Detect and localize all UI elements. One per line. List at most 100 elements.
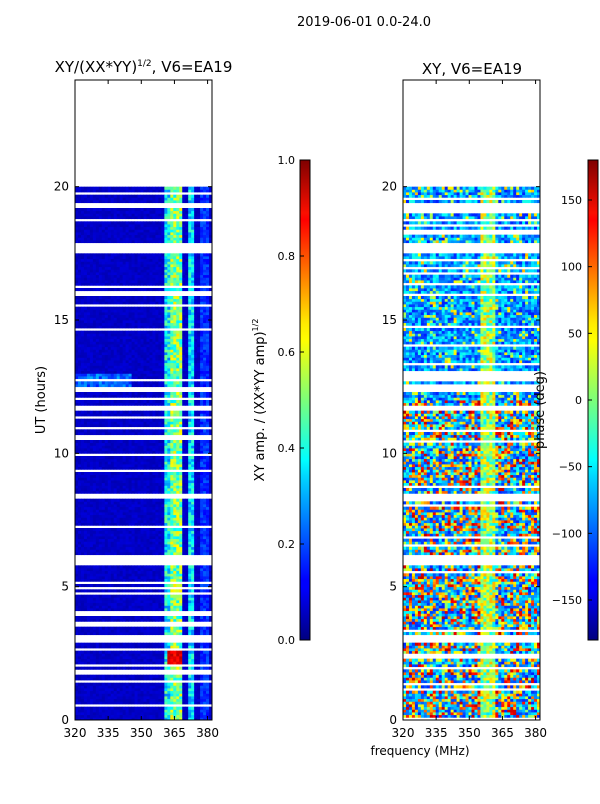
heatmap-cell [197,373,201,377]
heatmap-cell [98,392,103,396]
heatmap-cell [119,544,124,548]
heatmap-cell [89,373,94,377]
heatmap-cell [95,698,100,702]
heatmap-cell [149,410,153,414]
heatmap-cell [170,573,174,577]
heatmap-cell [95,552,100,556]
heatmap-cell [209,605,213,609]
heatmap-cell [125,602,130,606]
heatmap-cell [89,514,94,518]
heatmap-cell [92,690,97,694]
heatmap-cell [122,597,127,601]
heatmap-cell [122,344,127,348]
heatmap-cell [173,600,177,604]
heatmap-cell [188,394,192,398]
heatmap-cell [116,357,121,361]
heatmap-cell [176,357,180,361]
heatmap-cell [188,432,192,436]
heatmap-cell [173,413,177,417]
heatmap-cell [191,464,195,468]
heatmap-cell [128,530,132,534]
heatmap-cell [161,381,165,385]
heatmap-cell [77,456,82,460]
heatmap-cell [179,629,183,633]
heatmap-cell [113,685,118,689]
heatmap-cell [75,466,79,470]
heatmap-cell [107,368,112,372]
heatmap-cell [143,693,147,697]
heatmap-cell [164,360,168,364]
heatmap-cell [119,485,124,489]
heatmap-cell [155,565,159,569]
heatmap-cell [197,544,201,548]
heatmap-cell [75,445,79,449]
heatmap-cell [194,666,198,670]
heatmap-cell [158,682,162,686]
heatmap-cell [104,370,109,374]
heatmap-cell [167,477,171,481]
heatmap-cell [149,626,153,630]
heatmap-cell [131,512,135,516]
heatmap-cell [185,677,189,681]
heatmap-cell [75,629,79,633]
heatmap-cell [101,632,106,636]
heatmap-cell [83,520,88,524]
heatmap-cell [143,506,147,510]
heatmap-cell [146,714,150,718]
heatmap-cell [152,578,156,582]
heatmap-cell [206,352,210,356]
heatmap-cell [176,461,180,465]
heatmap-cell [197,568,201,572]
heatmap-cell [176,706,180,710]
heatmap-cell [83,584,88,588]
heatmap-cell [140,450,144,454]
heatmap-cell [75,464,79,468]
heatmap-cell [209,690,213,694]
heatmap-cell [194,418,198,422]
heatmap-cell [149,600,153,604]
heatmap-cell [173,514,177,518]
heatmap-cell [122,381,127,385]
heatmap-cell [176,656,180,660]
heatmap-cell [176,432,180,436]
heatmap-cell [80,698,85,702]
heatmap-cell [194,602,198,606]
heatmap-cell [170,520,174,524]
heatmap-cell [77,477,82,481]
heatmap-cell [203,717,207,721]
heatmap-cell [191,533,195,537]
heatmap-cell [200,424,204,428]
heatmap-cell [167,656,171,660]
heatmap-cell [176,568,180,572]
heatmap-cell [75,477,79,481]
heatmap-cell [116,362,121,366]
heatmap-cell [89,501,94,505]
heatmap-cell [170,629,174,633]
heatmap-cell [140,514,144,518]
heatmap-cell [80,410,85,414]
heatmap-cell [161,485,165,489]
heatmap-cell [86,357,91,361]
heatmap-cell [206,677,210,681]
heatmap-cell [194,504,198,508]
heatmap-cell [206,661,210,665]
heatmap-cell [140,568,144,572]
heatmap-cell [110,506,115,510]
heatmap-cell [143,464,147,468]
heatmap-cell [116,608,121,612]
heatmap-cell [209,653,213,657]
heatmap-cell [209,365,213,369]
heatmap-cell [107,528,112,532]
heatmap-cell [113,466,118,470]
heatmap-cell [146,632,150,636]
heatmap-cell [209,576,213,580]
heatmap-cell [197,536,201,540]
heatmap-cell [164,717,168,721]
heatmap-cell [191,354,195,358]
heatmap-cell [179,466,183,470]
heatmap-cell [101,424,106,428]
heatmap-cell [167,650,171,654]
heatmap-cell [104,501,109,505]
heatmap-cell [101,402,106,406]
heatmap-cell [107,544,112,548]
